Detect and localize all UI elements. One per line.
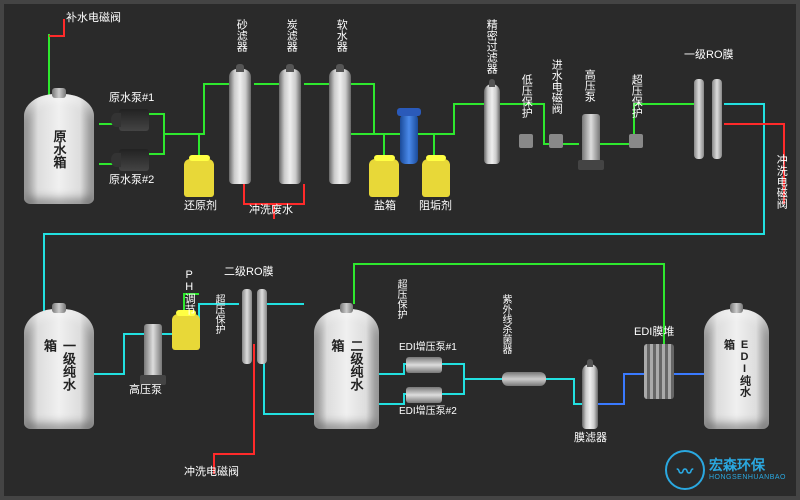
brine-tank (369, 159, 399, 197)
label-flush-valve2: 冲洗电磁阀 (184, 466, 239, 479)
softener (329, 69, 351, 184)
brand-sub: HONGSENHUANBAO (709, 474, 786, 482)
edi-boost-1 (406, 357, 442, 373)
antiscalant-tank (422, 159, 450, 197)
label-edi-boost2: EDI增压泵#2 (399, 406, 457, 418)
label-hp-pump: 高压泵 (582, 69, 595, 102)
label-hp-protect: 超压保护 (629, 74, 642, 118)
label-flush-waste: 冲洗废水 (249, 204, 293, 217)
label-ph: PH调节 (182, 269, 195, 315)
logo-icon: 〰 (665, 450, 705, 490)
label-precision: 精密过滤器 (484, 19, 497, 74)
label-edi-boost1: EDI增压泵#1 (399, 342, 457, 354)
label-antiscalant: 阻垢剂 (419, 200, 452, 213)
label-inlet-valve: 进水电磁阀 (549, 59, 562, 114)
label-hp-protect2: 超压保护 (394, 279, 406, 319)
label-lp-protect: 低压保护 (519, 74, 532, 118)
brand-logo: 〰 宏森环保 HONGSENHUANBAO (665, 450, 786, 490)
label-flush-valve: 冲洗电磁阀 (774, 154, 787, 209)
pure2-tank: 二级纯水箱 (314, 309, 379, 429)
precision-filter (484, 84, 500, 164)
lp-protect-valve (519, 134, 533, 148)
reductant-tank (184, 159, 214, 197)
label-edi-stack: EDI膜堆 (634, 326, 674, 339)
hp-protect-valve (629, 134, 643, 148)
carbon-filter (279, 69, 301, 184)
ro2-membrane-1 (242, 289, 252, 364)
edi-boost-2 (406, 387, 442, 403)
edi-stack (644, 344, 674, 399)
label-sand: 砂滤器 (234, 19, 247, 52)
label-ro2: 二级RO膜 (224, 266, 274, 279)
raw-water-tank: 原水箱 (24, 94, 94, 204)
membrane-filter (582, 364, 598, 429)
label-raw-pump1: 原水泵#1 (109, 92, 154, 105)
pure1-tank: 一级纯水箱 (24, 309, 94, 429)
label-hp-protect3: 超压保护 (212, 294, 224, 334)
ph-tank (172, 314, 200, 350)
edi-tank: EDI纯水箱 (704, 309, 769, 429)
label-reductant: 还原剂 (184, 200, 217, 213)
label-mem-filter: 膜滤器 (574, 432, 607, 445)
raw-pump-1 (119, 109, 149, 131)
label-carbon: 炭滤器 (284, 19, 297, 52)
label-ro1: 一级RO膜 (684, 49, 734, 62)
inlet-valve (549, 134, 563, 148)
water-treatment-diagram: 补水电磁阀 原水箱 原水泵#1 原水泵#2 还原剂 砂滤器 炭滤器 软水器 冲洗… (0, 0, 800, 500)
label-brine: 盐箱 (374, 200, 396, 213)
label-raw-pump2: 原水泵#2 (109, 174, 154, 187)
hp-pump-1 (582, 114, 600, 164)
brand-name: 宏森环保 (709, 458, 786, 473)
raw-pump-2 (119, 149, 149, 171)
label-softener: 软水器 (334, 19, 347, 52)
uv-sterilizer (502, 372, 546, 386)
hp-pump-2 (144, 324, 162, 379)
blue-filter-1 (400, 114, 418, 164)
label-hp-pump2: 高压泵 (129, 384, 162, 397)
sand-filter (229, 69, 251, 184)
label-uv: 紫外线杀菌器 (499, 294, 511, 354)
ro2-membrane-2 (257, 289, 267, 364)
pipe-network (4, 4, 796, 496)
ro1-membrane-1 (694, 79, 704, 159)
label-makeup-valve: 补水电磁阀 (66, 12, 121, 25)
ro1-membrane-2 (712, 79, 722, 159)
